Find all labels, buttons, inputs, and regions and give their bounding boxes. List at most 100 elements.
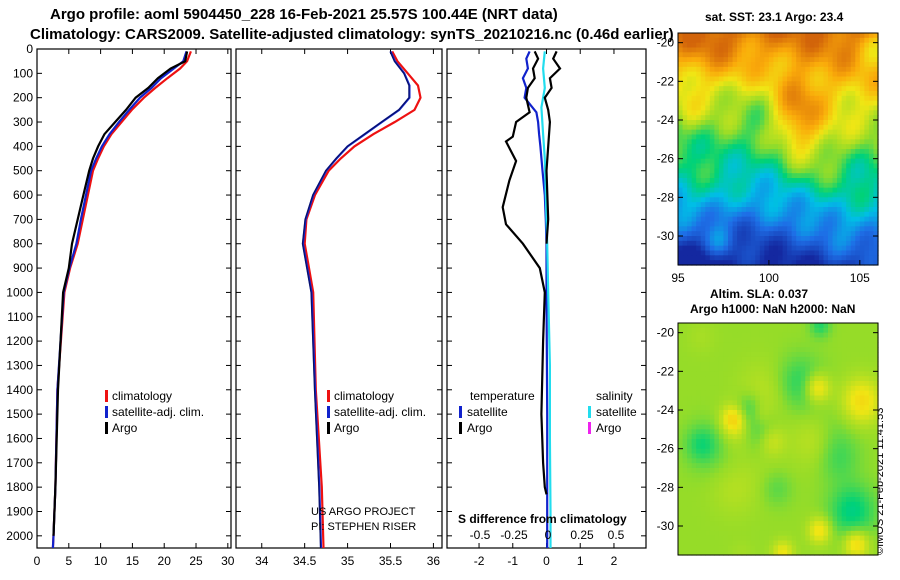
depth-tick-label: 1200 — [6, 334, 33, 348]
figure-title-line2: Climatology: CARS2009. Satellite-adjuste… — [30, 26, 674, 43]
depth-tick-label: 700 — [13, 212, 33, 226]
x-tick-label: -2 — [474, 554, 485, 568]
x-tick-label: 34.5 — [293, 554, 317, 568]
depth-tick-label: 400 — [13, 139, 33, 153]
depth-tick-label: 300 — [13, 115, 33, 129]
series-line-climatology — [303, 50, 422, 549]
legend-swatch-temp-argo — [459, 422, 462, 434]
sst-map-lat-label: -26 — [657, 152, 675, 166]
legend-swatch-argo — [327, 422, 330, 434]
legend-label-sal-argo: Argo — [596, 421, 622, 435]
x-tick-label: 20 — [158, 554, 172, 568]
x-tick-label: 5 — [65, 554, 72, 568]
x-tick-label: 35.5 — [379, 554, 403, 568]
ssla-map-lat-label: -28 — [657, 480, 675, 494]
x-tick-label: 2 — [611, 554, 618, 568]
legend-label-temp-satellite: satellite — [467, 405, 508, 419]
legend-swatch-sal-satellite — [588, 406, 591, 418]
sst-map-lat-label: -22 — [657, 74, 675, 88]
depth-tick-label: 1500 — [6, 407, 33, 421]
series-line-temperature-argo — [501, 50, 548, 495]
second-x-tick-label: 0 — [545, 528, 552, 542]
sst-map-lat-label: -30 — [657, 229, 675, 243]
ssla-map-image — [678, 323, 879, 556]
difference-xlabel: S difference from climatology — [458, 512, 627, 526]
sst-map-lat-label: -24 — [657, 113, 675, 127]
series-line-argo-salinity — [301, 51, 410, 549]
sst-map-lon-label: 105 — [850, 271, 870, 285]
figure-title-line1: Argo profile: aoml 5904450_228 16-Feb-20… — [50, 6, 558, 23]
legend-label-argo: Argo — [334, 421, 360, 435]
x-tick-label: 35 — [341, 554, 355, 568]
x-tick-label: -1 — [507, 554, 518, 568]
sst-map-lat-label: -20 — [657, 36, 675, 50]
panel-frame-temperature — [36, 48, 232, 549]
depth-tick-label: 500 — [13, 164, 33, 178]
ssla-map-title: Altim. SLA: 0.037 — [710, 287, 809, 301]
ssla-map-lat-label: -26 — [657, 442, 675, 456]
credit-project: US ARGO PROJECT — [311, 506, 416, 518]
x-tick-label: 10 — [94, 554, 108, 568]
legend-swatch-climatology — [327, 390, 330, 402]
legend-swatch-climatology — [105, 390, 108, 402]
depth-tick-label: 800 — [13, 237, 33, 251]
sst-map-lon-label: 100 — [759, 271, 779, 285]
x-tick-label: 25 — [189, 554, 203, 568]
legend-label-temp-argo: Argo — [467, 421, 493, 435]
legend-swatch-argo — [105, 422, 108, 434]
ssla-map-subtitle: Argo h1000: NaN h2000: NaN — [690, 302, 856, 316]
series-line-salinity-satellite — [540, 51, 552, 548]
second-x-tick-label: 0.5 — [608, 528, 625, 542]
legend-swatch-satellite — [105, 406, 108, 418]
x-tick-label: 0 — [34, 554, 41, 568]
legend-swatch-sal-argo — [588, 422, 591, 434]
legend-group-temperature: temperature — [470, 389, 535, 403]
second-x-tick-label: -0.25 — [500, 528, 528, 542]
x-tick-label: 36 — [427, 554, 441, 568]
x-tick-label: 0 — [543, 554, 550, 568]
depth-tick-label: 1900 — [6, 504, 33, 518]
depth-tick-label: 1600 — [6, 431, 33, 445]
ssla-map-lat-label: -20 — [657, 326, 675, 340]
x-tick-label: 34 — [255, 554, 269, 568]
legend-swatch-temp-satellite — [459, 406, 462, 418]
depth-tick-label: 1300 — [6, 358, 33, 372]
panel-frame-salinity — [235, 48, 443, 549]
sst-map-title: sat. SST: 23.1 Argo: 23.4 — [705, 10, 844, 24]
series-line-salinity-argo — [543, 50, 562, 244]
x-tick-label: 1 — [577, 554, 584, 568]
legend-label-argo: Argo — [112, 421, 138, 435]
legend-swatch-satellite — [327, 406, 330, 418]
depth-tick-label: 1400 — [6, 383, 33, 397]
depth-tick-label: 1700 — [6, 456, 33, 470]
credit-pi: PI: STEPHEN RISER — [311, 521, 416, 533]
depth-tick-label: 100 — [13, 66, 33, 80]
depth-tick-label: 200 — [13, 91, 33, 105]
depth-tick-label: 0 — [26, 42, 33, 56]
series-line-argo — [52, 51, 189, 536]
depth-tick-label: 900 — [13, 261, 33, 275]
depth-tick-label: 1800 — [6, 480, 33, 494]
legend-label-climatology: climatology — [112, 389, 172, 403]
sst-map-frame — [677, 32, 879, 266]
ssla-map-lat-label: -22 — [657, 364, 675, 378]
depth-tick-label: 1000 — [6, 285, 33, 299]
second-x-tick-label: 0.25 — [570, 528, 594, 542]
legend-label-climatology: climatology — [334, 389, 394, 403]
legend-label-sal-satellite: satellite — [596, 405, 637, 419]
second-x-tick-label: -0.5 — [470, 528, 491, 542]
ssla-map-frame — [677, 322, 879, 556]
sst-map-lon-label: 95 — [671, 271, 685, 285]
x-tick-label: 15 — [126, 554, 140, 568]
legend-label-satellite: satellite-adj. clim. — [334, 405, 426, 419]
sst-map-lat-label: -28 — [657, 190, 675, 204]
legend-group-salinity: salinity — [596, 389, 633, 403]
ssla-map-lat-label: -30 — [657, 519, 675, 533]
depth-tick-label: 1100 — [7, 310, 33, 324]
x-tick-label: 30 — [221, 554, 235, 568]
ssla-map-lat-label: -24 — [657, 403, 675, 417]
sst-map-image — [678, 33, 879, 266]
depth-tick-label: 2000 — [6, 529, 33, 543]
